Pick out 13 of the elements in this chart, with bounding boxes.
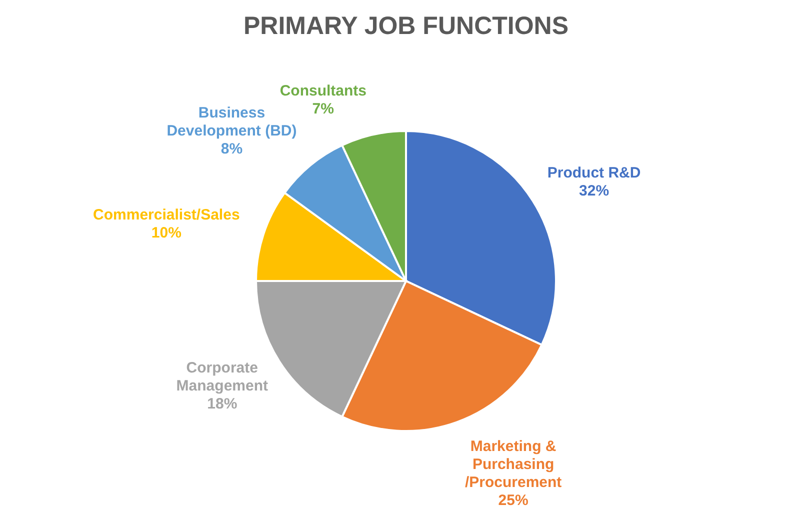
data-label: 8% <box>220 140 243 158</box>
data-label: 10% <box>151 224 182 242</box>
chart-title: PRIMARY JOB FUNCTIONS <box>243 12 569 40</box>
data-label: 18% <box>207 395 238 412</box>
slice-label: Commercialist/Sales <box>93 206 240 224</box>
slice-label: Corporate Management <box>176 359 268 394</box>
data-label: 7% <box>312 100 334 118</box>
slice-label: Consultants <box>280 82 366 100</box>
slice-label: Business Development (BD) <box>166 104 297 140</box>
data-label: 32% <box>579 182 610 200</box>
data-label: 25% <box>498 492 528 509</box>
slice-label: Marketing & Purchasing /Procurement <box>464 438 562 491</box>
slice-label: Product R&D <box>547 164 641 182</box>
